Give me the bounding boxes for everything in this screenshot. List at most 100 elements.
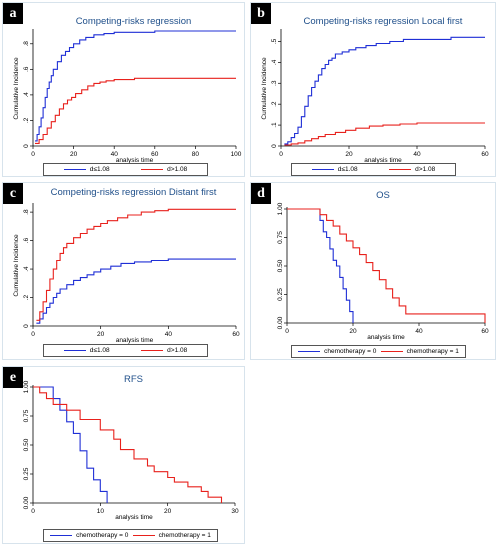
x-axis-label: analysis time <box>116 337 154 344</box>
x-tick-label: 20 <box>164 508 172 515</box>
legend-item: d>1.08 <box>141 347 187 354</box>
y-tick-label: .8 <box>23 41 30 47</box>
series-line-blue <box>35 30 236 142</box>
y-tick-label: 0.00 <box>23 496 30 509</box>
legend-label: d>1.08 <box>415 166 436 173</box>
legend-item: d≤1.08 <box>63 347 110 354</box>
y-tick-label: 0.75 <box>277 231 284 244</box>
x-tick-label: 0 <box>285 328 289 335</box>
y-tick-label: 0.25 <box>277 288 284 301</box>
x-tick-label: 60 <box>481 328 489 335</box>
chart-e-legend: chemotherapy = 0 chemotherapy = 1 <box>43 529 218 542</box>
x-tick-label: 40 <box>413 151 421 158</box>
legend-swatch-red <box>389 169 412 170</box>
x-axis-label: analysis time <box>367 334 405 341</box>
x-tick-label: 40 <box>111 151 119 158</box>
legend-swatch-red <box>141 169 164 170</box>
chart-c-legend: d≤1.08 d>1.08 <box>43 344 208 357</box>
y-tick-label: 0 <box>23 324 30 328</box>
legend-item: chemotherapy = 1 <box>132 532 211 539</box>
y-tick-label: .2 <box>271 101 278 107</box>
legend-label: chemotherapy = 1 <box>406 348 459 355</box>
series-line-red <box>33 386 223 503</box>
chart-e-svg: 0.00 0.25 0.50 0.75 1.00 0 10 20 30 analysis time <box>23 380 239 521</box>
legend-label: d≤1.08 <box>89 166 110 173</box>
y-tick-label: 0.00 <box>277 316 284 329</box>
panel-a: 0 .2 .4 .6 .8 0 20 40 60 80 100 analysis time Cumula… <box>2 2 245 177</box>
x-tick-label: 0 <box>279 151 283 158</box>
y-tick-label: 0.50 <box>23 438 30 451</box>
chart-a-legend: d≤1.08 d>1.08 <box>43 163 208 176</box>
legend-label: d≤1.08 <box>337 166 358 173</box>
legend-item: chemotherapy = 0 <box>50 532 128 539</box>
x-tick-label: 0 <box>31 151 35 158</box>
panel-e: 0.00 0.25 0.50 0.75 1.00 0 10 20 30 analysis time… <box>2 366 245 544</box>
panel-label-c: c <box>3 183 23 204</box>
chart-b-title: Competing-risks regression Local first <box>303 16 463 27</box>
legend-swatch-blue <box>50 535 73 536</box>
panel-label-d: d <box>251 183 271 204</box>
series-line-blue <box>284 36 485 145</box>
y-tick-label: 1.00 <box>23 380 30 393</box>
series-line-red <box>284 122 485 146</box>
x-tick-label: 20 <box>345 151 353 158</box>
y-tick-label: .4 <box>23 92 30 98</box>
chart-d-svg: 0.00 0.25 0.50 0.75 1.00 0 20 40 60 analysis time <box>277 202 489 341</box>
x-tick-label: 100 <box>231 151 242 158</box>
panel-label-e: e <box>3 367 23 388</box>
y-tick-label: 0.75 <box>23 409 30 422</box>
panel-b: 0 .1 .2 .3 .4 .5 0 20 40 60 analysis time Cumulativ… <box>250 2 496 177</box>
series-line-red <box>35 77 236 144</box>
y-tick-label: .3 <box>271 80 278 86</box>
legend-label: chemotherapy = 1 <box>158 532 211 539</box>
legend-item: d≤1.08 <box>311 166 358 173</box>
x-tick-label: 60 <box>232 331 240 338</box>
legend-swatch-blue <box>63 169 86 170</box>
x-tick-label: 0 <box>31 331 35 338</box>
y-axis-label: Cumulative Incidence <box>13 57 20 120</box>
legend-label: d>1.08 <box>167 347 188 354</box>
panel-d: 0.00 0.25 0.50 0.75 1.00 0 20 40 60 analysis time… <box>250 182 496 360</box>
y-axis-label: Cumulative Incidence <box>261 57 268 120</box>
chart-c-svg: 0 .2 .4 .6 .8 0 20 40 60 analysis time Cumulative … <box>13 203 240 344</box>
panel-label-a: a <box>3 3 23 24</box>
x-tick-label: 60 <box>151 151 159 158</box>
series-line-red <box>287 208 486 323</box>
y-tick-label: 0 <box>271 144 278 148</box>
legend-swatch-blue <box>311 169 334 170</box>
legend-swatch-red <box>141 350 164 351</box>
y-tick-label: .8 <box>23 209 30 215</box>
y-tick-label: .4 <box>271 59 278 65</box>
x-tick-label: 40 <box>415 328 423 335</box>
legend-item: chemotherapy = 1 <box>380 348 459 355</box>
series-line-blue <box>287 208 354 323</box>
x-axis-label: analysis time <box>115 514 153 521</box>
series-line-blue <box>36 258 236 324</box>
panel-label-b: b <box>251 3 271 24</box>
legend-label: d>1.08 <box>167 166 188 173</box>
legend-label: chemotherapy = 0 <box>324 348 377 355</box>
legend-item: chemotherapy = 0 <box>298 348 376 355</box>
chart-a-svg: 0 .2 .4 .6 .8 0 20 40 60 80 100 analysis time Cumula… <box>13 29 242 164</box>
chart-d-legend: chemotherapy = 0 chemotherapy = 1 <box>291 345 466 358</box>
legend-label: d≤1.08 <box>89 347 110 354</box>
legend-item: d>1.08 <box>141 166 187 173</box>
chart-e-title: RFS <box>124 374 143 385</box>
x-tick-label: 40 <box>165 331 173 338</box>
legend-swatch-red <box>380 351 403 352</box>
x-tick-label: 10 <box>97 508 105 515</box>
chart-d-title: OS <box>376 190 390 201</box>
x-tick-label: 20 <box>70 151 78 158</box>
series-line-red <box>36 208 236 321</box>
legend-label: chemotherapy = 0 <box>76 532 129 539</box>
y-tick-label: .6 <box>23 66 30 72</box>
y-tick-label: .4 <box>23 266 30 272</box>
x-tick-label: 20 <box>349 328 357 335</box>
y-tick-label: 0.50 <box>277 259 284 272</box>
y-tick-label: .2 <box>23 117 30 123</box>
x-axis-label: analysis time <box>364 157 402 164</box>
legend-swatch-blue <box>298 351 321 352</box>
chart-a-title: Competing-risks regression <box>75 16 192 27</box>
panel-c: 0 .2 .4 .6 .8 0 20 40 60 analysis time Cumulative … <box>2 182 245 360</box>
y-tick-label: 1.00 <box>277 202 284 215</box>
